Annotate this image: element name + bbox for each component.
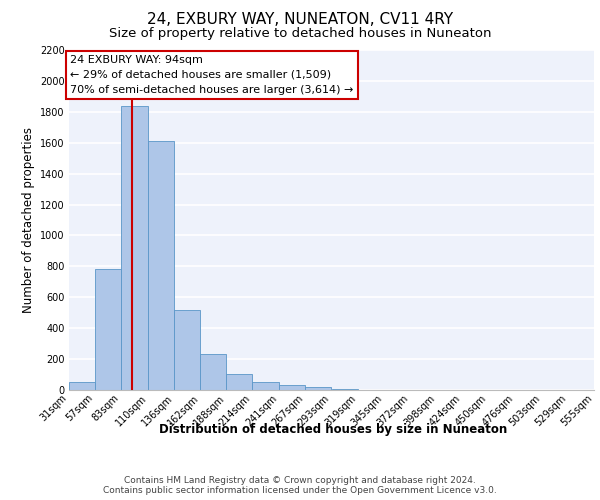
Bar bbox=[280, 384, 305, 390]
Bar bbox=[226, 374, 253, 390]
Bar bbox=[305, 387, 331, 390]
Text: 24 EXBURY WAY: 94sqm
← 29% of detached houses are smaller (1,509)
70% of semi-de: 24 EXBURY WAY: 94sqm ← 29% of detached h… bbox=[70, 55, 353, 94]
Bar bbox=[331, 389, 358, 390]
Bar bbox=[121, 106, 148, 390]
Bar bbox=[253, 382, 280, 390]
Bar bbox=[69, 382, 95, 390]
Bar bbox=[174, 310, 200, 390]
Bar bbox=[95, 270, 121, 390]
Bar bbox=[200, 354, 226, 390]
Y-axis label: Number of detached properties: Number of detached properties bbox=[22, 127, 35, 313]
Text: Contains HM Land Registry data © Crown copyright and database right 2024.
Contai: Contains HM Land Registry data © Crown c… bbox=[103, 476, 497, 495]
Text: Size of property relative to detached houses in Nuneaton: Size of property relative to detached ho… bbox=[109, 28, 491, 40]
Text: 24, EXBURY WAY, NUNEATON, CV11 4RY: 24, EXBURY WAY, NUNEATON, CV11 4RY bbox=[147, 12, 453, 28]
Bar bbox=[148, 141, 174, 390]
Text: Distribution of detached houses by size in Nuneaton: Distribution of detached houses by size … bbox=[159, 422, 507, 436]
